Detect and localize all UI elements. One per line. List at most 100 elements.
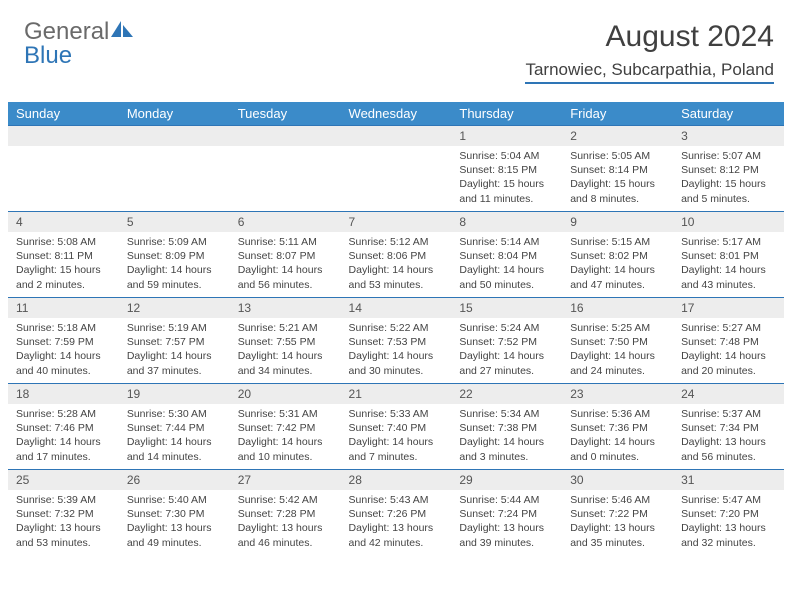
calendar-week-row: 4Sunrise: 5:08 AMSunset: 8:11 PMDaylight… [8, 211, 784, 297]
day-details: Sunrise: 5:04 AMSunset: 8:15 PMDaylight:… [451, 146, 562, 208]
calendar-table: SundayMondayTuesdayWednesdayThursdayFrid… [8, 102, 784, 555]
day-number: 26 [119, 469, 230, 490]
calendar-cell: 7Sunrise: 5:12 AMSunset: 8:06 PMDaylight… [341, 211, 452, 297]
title-block: August 2024 Tarnowiec, Subcarpathia, Pol… [525, 20, 774, 84]
calendar-cell: 13Sunrise: 5:21 AMSunset: 7:55 PMDayligh… [230, 297, 341, 383]
day-details: Sunrise: 5:37 AMSunset: 7:34 PMDaylight:… [673, 404, 784, 466]
calendar-cell [8, 125, 119, 211]
day-number: 11 [8, 297, 119, 318]
day-details: Sunrise: 5:08 AMSunset: 8:11 PMDaylight:… [8, 232, 119, 294]
day-number: 19 [119, 383, 230, 404]
weekday-header: Monday [119, 102, 230, 125]
day-details: Sunrise: 5:24 AMSunset: 7:52 PMDaylight:… [451, 318, 562, 380]
weekday-header: Friday [562, 102, 673, 125]
day-details: Sunrise: 5:22 AMSunset: 7:53 PMDaylight:… [341, 318, 452, 380]
day-details: Sunrise: 5:09 AMSunset: 8:09 PMDaylight:… [119, 232, 230, 294]
calendar-page: General Blue August 2024 Tarnowiec, Subc… [0, 0, 792, 563]
day-number: 18 [8, 383, 119, 404]
calendar-cell [119, 125, 230, 211]
calendar-cell: 31Sunrise: 5:47 AMSunset: 7:20 PMDayligh… [673, 469, 784, 555]
day-number: 4 [8, 211, 119, 232]
day-number: 21 [341, 383, 452, 404]
weekday-header: Sunday [8, 102, 119, 125]
day-number: 27 [230, 469, 341, 490]
calendar-cell: 25Sunrise: 5:39 AMSunset: 7:32 PMDayligh… [8, 469, 119, 555]
day-number: 17 [673, 297, 784, 318]
day-details: Sunrise: 5:28 AMSunset: 7:46 PMDaylight:… [8, 404, 119, 466]
calendar-cell: 22Sunrise: 5:34 AMSunset: 7:38 PMDayligh… [451, 383, 562, 469]
location-text: Tarnowiec, Subcarpathia, Poland [525, 60, 774, 84]
day-details: Sunrise: 5:07 AMSunset: 8:12 PMDaylight:… [673, 146, 784, 208]
weekday-header-row: SundayMondayTuesdayWednesdayThursdayFrid… [8, 102, 784, 125]
calendar-cell: 24Sunrise: 5:37 AMSunset: 7:34 PMDayligh… [673, 383, 784, 469]
day-number: 6 [230, 211, 341, 232]
logo-text-gray: General [24, 18, 109, 45]
day-details: Sunrise: 5:47 AMSunset: 7:20 PMDaylight:… [673, 490, 784, 552]
day-number: 5 [119, 211, 230, 232]
day-number: 12 [119, 297, 230, 318]
calendar-cell: 27Sunrise: 5:42 AMSunset: 7:28 PMDayligh… [230, 469, 341, 555]
day-details: Sunrise: 5:17 AMSunset: 8:01 PMDaylight:… [673, 232, 784, 294]
day-details: Sunrise: 5:36 AMSunset: 7:36 PMDaylight:… [562, 404, 673, 466]
day-number: 3 [673, 125, 784, 146]
calendar-cell: 10Sunrise: 5:17 AMSunset: 8:01 PMDayligh… [673, 211, 784, 297]
calendar-cell: 26Sunrise: 5:40 AMSunset: 7:30 PMDayligh… [119, 469, 230, 555]
day-number: 2 [562, 125, 673, 146]
day-number: 28 [341, 469, 452, 490]
calendar-cell: 17Sunrise: 5:27 AMSunset: 7:48 PMDayligh… [673, 297, 784, 383]
day-details: Sunrise: 5:14 AMSunset: 8:04 PMDaylight:… [451, 232, 562, 294]
calendar-cell: 28Sunrise: 5:43 AMSunset: 7:26 PMDayligh… [341, 469, 452, 555]
day-details: Sunrise: 5:30 AMSunset: 7:44 PMDaylight:… [119, 404, 230, 466]
calendar-cell: 18Sunrise: 5:28 AMSunset: 7:46 PMDayligh… [8, 383, 119, 469]
calendar-week-row: 25Sunrise: 5:39 AMSunset: 7:32 PMDayligh… [8, 469, 784, 555]
day-number: 24 [673, 383, 784, 404]
day-number: 7 [341, 211, 452, 232]
day-details: Sunrise: 5:34 AMSunset: 7:38 PMDaylight:… [451, 404, 562, 466]
day-number: 14 [341, 297, 452, 318]
day-details: Sunrise: 5:46 AMSunset: 7:22 PMDaylight:… [562, 490, 673, 552]
calendar-cell: 29Sunrise: 5:44 AMSunset: 7:24 PMDayligh… [451, 469, 562, 555]
logo: General Blue [24, 20, 133, 68]
day-number: 16 [562, 297, 673, 318]
header: General Blue August 2024 Tarnowiec, Subc… [8, 20, 784, 84]
calendar-cell: 11Sunrise: 5:18 AMSunset: 7:59 PMDayligh… [8, 297, 119, 383]
calendar-cell: 16Sunrise: 5:25 AMSunset: 7:50 PMDayligh… [562, 297, 673, 383]
weekday-header: Saturday [673, 102, 784, 125]
day-details: Sunrise: 5:19 AMSunset: 7:57 PMDaylight:… [119, 318, 230, 380]
day-number: 25 [8, 469, 119, 490]
calendar-week-row: 1Sunrise: 5:04 AMSunset: 8:15 PMDaylight… [8, 125, 784, 211]
calendar-week-row: 11Sunrise: 5:18 AMSunset: 7:59 PMDayligh… [8, 297, 784, 383]
calendar-cell: 12Sunrise: 5:19 AMSunset: 7:57 PMDayligh… [119, 297, 230, 383]
calendar-cell: 9Sunrise: 5:15 AMSunset: 8:02 PMDaylight… [562, 211, 673, 297]
day-details: Sunrise: 5:39 AMSunset: 7:32 PMDaylight:… [8, 490, 119, 552]
day-details: Sunrise: 5:15 AMSunset: 8:02 PMDaylight:… [562, 232, 673, 294]
day-details: Sunrise: 5:43 AMSunset: 7:26 PMDaylight:… [341, 490, 452, 552]
month-title: August 2024 [525, 20, 774, 54]
calendar-cell: 30Sunrise: 5:46 AMSunset: 7:22 PMDayligh… [562, 469, 673, 555]
calendar-cell: 14Sunrise: 5:22 AMSunset: 7:53 PMDayligh… [341, 297, 452, 383]
day-details: Sunrise: 5:40 AMSunset: 7:30 PMDaylight:… [119, 490, 230, 552]
day-details: Sunrise: 5:05 AMSunset: 8:14 PMDaylight:… [562, 146, 673, 208]
day-number: 23 [562, 383, 673, 404]
calendar-cell: 1Sunrise: 5:04 AMSunset: 8:15 PMDaylight… [451, 125, 562, 211]
day-details: Sunrise: 5:25 AMSunset: 7:50 PMDaylight:… [562, 318, 673, 380]
calendar-cell: 4Sunrise: 5:08 AMSunset: 8:11 PMDaylight… [8, 211, 119, 297]
day-details: Sunrise: 5:44 AMSunset: 7:24 PMDaylight:… [451, 490, 562, 552]
calendar-cell: 2Sunrise: 5:05 AMSunset: 8:14 PMDaylight… [562, 125, 673, 211]
day-number [119, 125, 230, 146]
weekday-header: Thursday [451, 102, 562, 125]
calendar-cell: 8Sunrise: 5:14 AMSunset: 8:04 PMDaylight… [451, 211, 562, 297]
day-number: 20 [230, 383, 341, 404]
day-number: 10 [673, 211, 784, 232]
weekday-header: Wednesday [341, 102, 452, 125]
day-number: 13 [230, 297, 341, 318]
day-number: 31 [673, 469, 784, 490]
day-number [341, 125, 452, 146]
weekday-header: Tuesday [230, 102, 341, 125]
logo-text-blue: Blue [24, 42, 72, 69]
calendar-cell: 19Sunrise: 5:30 AMSunset: 7:44 PMDayligh… [119, 383, 230, 469]
calendar-body: 1Sunrise: 5:04 AMSunset: 8:15 PMDaylight… [8, 125, 784, 555]
calendar-cell: 15Sunrise: 5:24 AMSunset: 7:52 PMDayligh… [451, 297, 562, 383]
calendar-cell: 20Sunrise: 5:31 AMSunset: 7:42 PMDayligh… [230, 383, 341, 469]
day-number [8, 125, 119, 146]
